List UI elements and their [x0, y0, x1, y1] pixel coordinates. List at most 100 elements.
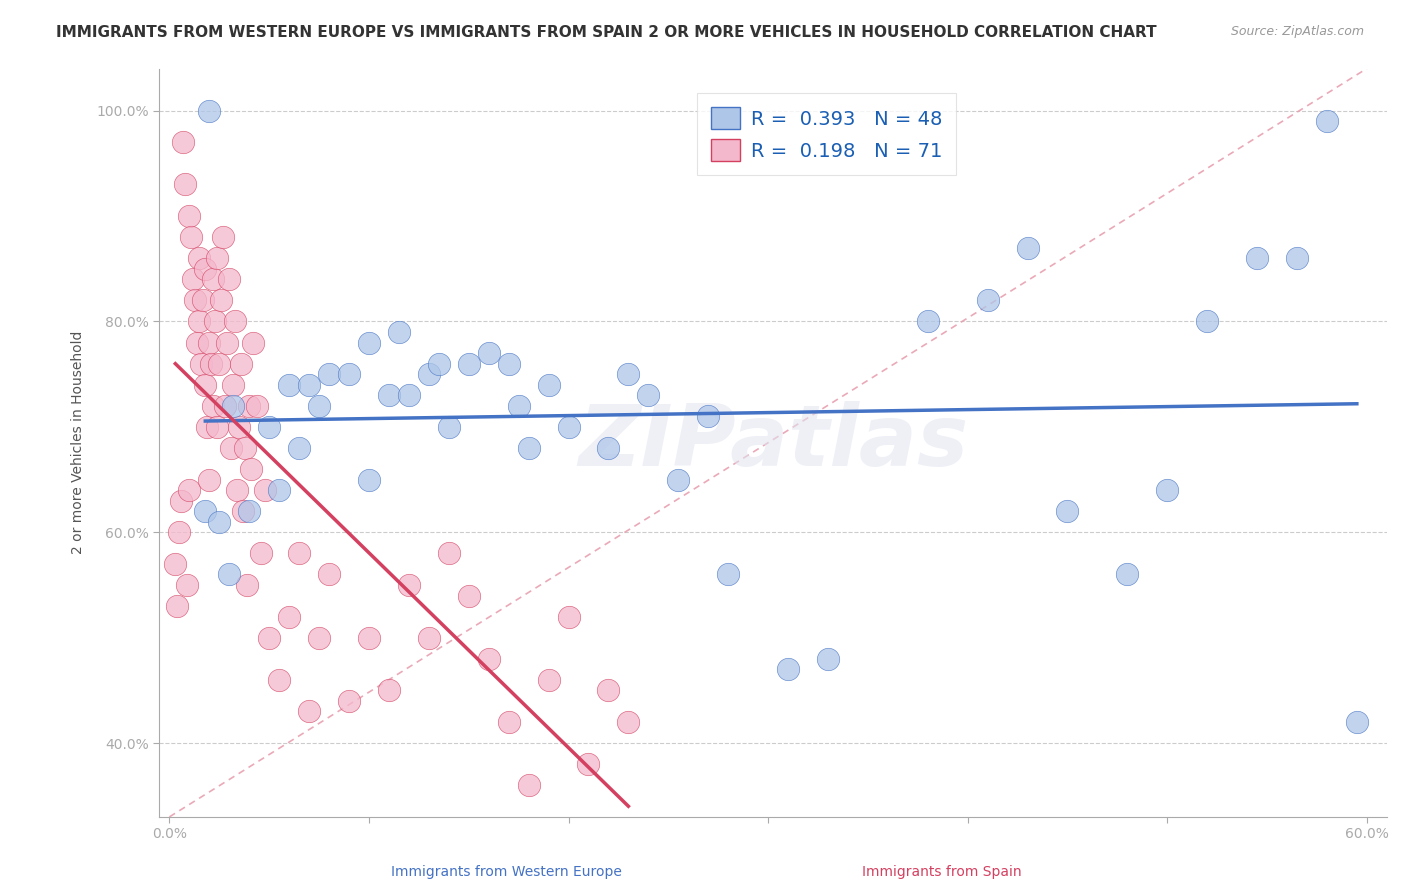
- Point: [418, 631, 440, 645]
- Point: [1156, 483, 1178, 497]
- Point: [180, 230, 202, 244]
- Point: [217, 335, 239, 350]
- Point: [298, 377, 321, 392]
- Point: [666, 473, 689, 487]
- Point: [233, 441, 256, 455]
- Point: [218, 567, 240, 582]
- Point: [184, 293, 207, 308]
- Text: IMMIGRANTS FROM WESTERN EUROPE VS IMMIGRANTS FROM SPAIN 2 OR MORE VEHICLES IN HO: IMMIGRANTS FROM WESTERN EUROPE VS IMMIGR…: [56, 25, 1157, 40]
- Point: [202, 399, 225, 413]
- Point: [357, 631, 380, 645]
- Point: [198, 473, 221, 487]
- Point: [208, 515, 231, 529]
- Point: [388, 325, 411, 339]
- Point: [478, 652, 501, 666]
- Point: [308, 399, 330, 413]
- Point: [457, 589, 479, 603]
- Point: [207, 420, 229, 434]
- Point: [174, 178, 197, 192]
- Point: [212, 230, 235, 244]
- Point: [198, 335, 221, 350]
- Point: [337, 368, 360, 382]
- Point: [214, 399, 236, 413]
- Point: [179, 209, 201, 223]
- Point: [207, 252, 229, 266]
- Point: [269, 483, 291, 497]
- Point: [1116, 567, 1139, 582]
- Point: [308, 631, 330, 645]
- Point: [198, 103, 221, 118]
- Point: [257, 631, 280, 645]
- Point: [222, 399, 245, 413]
- Point: [166, 599, 188, 613]
- Point: [498, 357, 520, 371]
- Point: [254, 483, 277, 497]
- Point: [170, 493, 193, 508]
- Point: [318, 567, 340, 582]
- Point: [165, 557, 187, 571]
- Point: [976, 293, 998, 308]
- Point: [194, 377, 217, 392]
- Point: [193, 293, 215, 308]
- Point: [357, 335, 380, 350]
- Point: [232, 504, 254, 518]
- Point: [288, 546, 311, 560]
- Legend: R =  0.393   N = 48, R =  0.198   N = 71: R = 0.393 N = 48, R = 0.198 N = 71: [697, 93, 956, 175]
- Point: [437, 546, 460, 560]
- Point: [194, 504, 217, 518]
- Point: [250, 546, 273, 560]
- Point: [226, 483, 249, 497]
- Point: [378, 683, 401, 698]
- Point: [557, 609, 579, 624]
- Point: [478, 346, 501, 360]
- Point: [228, 420, 250, 434]
- Text: ZIPatlas: ZIPatlas: [578, 401, 969, 484]
- Point: [617, 368, 640, 382]
- Point: [917, 314, 939, 328]
- Point: [208, 357, 231, 371]
- Point: [238, 504, 260, 518]
- Point: [240, 462, 263, 476]
- Point: [498, 714, 520, 729]
- Point: [637, 388, 659, 402]
- Point: [398, 578, 420, 592]
- Point: [508, 399, 530, 413]
- Point: [817, 652, 839, 666]
- Point: [1246, 252, 1268, 266]
- Point: [337, 694, 360, 708]
- Point: [169, 525, 191, 540]
- Point: [200, 357, 222, 371]
- Point: [557, 420, 579, 434]
- Point: [194, 261, 217, 276]
- Point: [427, 357, 450, 371]
- Text: Immigrants from Spain: Immigrants from Spain: [862, 864, 1022, 879]
- Point: [242, 335, 264, 350]
- Point: [318, 368, 340, 382]
- Point: [190, 357, 212, 371]
- Point: [517, 778, 540, 792]
- Point: [1346, 714, 1368, 729]
- Point: [357, 473, 380, 487]
- Point: [457, 357, 479, 371]
- Point: [418, 368, 440, 382]
- Point: [246, 399, 269, 413]
- Point: [218, 272, 240, 286]
- Point: [598, 683, 620, 698]
- Point: [617, 714, 640, 729]
- Point: [202, 272, 225, 286]
- Point: [222, 377, 245, 392]
- Point: [219, 441, 242, 455]
- Point: [186, 335, 208, 350]
- Point: [697, 409, 720, 424]
- Point: [209, 293, 232, 308]
- Point: [176, 578, 198, 592]
- Point: [257, 420, 280, 434]
- Point: [298, 705, 321, 719]
- Point: [288, 441, 311, 455]
- Point: [1056, 504, 1078, 518]
- Text: Immigrants from Western Europe: Immigrants from Western Europe: [391, 864, 621, 879]
- Point: [172, 136, 194, 150]
- Point: [231, 357, 253, 371]
- Point: [238, 399, 260, 413]
- Point: [224, 314, 246, 328]
